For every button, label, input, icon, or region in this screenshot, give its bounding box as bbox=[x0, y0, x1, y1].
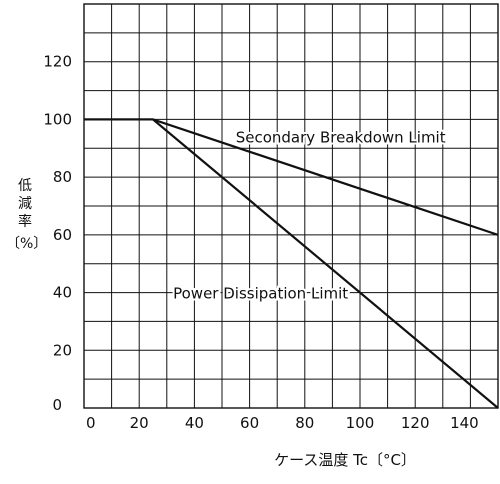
annotation-1: Secondary Breakdown Limit bbox=[236, 129, 446, 147]
x-axis-label: ケース温度 Tc〔°C〕 bbox=[274, 451, 416, 469]
x-tick-label: 140 bbox=[450, 414, 479, 432]
x-tick-label: 0 bbox=[86, 414, 96, 432]
y-axis-label-char-1: 低 bbox=[18, 178, 32, 194]
y-tick-label: 20 bbox=[53, 341, 72, 359]
series-line-2 bbox=[84, 118, 499, 409]
y-tick-label: 60 bbox=[53, 226, 72, 244]
y-tick-label: 100 bbox=[43, 110, 72, 128]
series-lines bbox=[84, 118, 499, 409]
y-axis-label-unit: 〔%〕 bbox=[6, 236, 47, 252]
annotations: Secondary Breakdown Limit Power Dissipati… bbox=[171, 127, 448, 305]
y-tick-label: 120 bbox=[43, 53, 72, 71]
y-tick-label: 0 bbox=[52, 396, 62, 414]
y-tick-label: 40 bbox=[53, 284, 72, 302]
grid-lines bbox=[83, 3, 499, 409]
annotation-2: Power Dissipation Limit bbox=[173, 284, 348, 302]
x-tick-label: 120 bbox=[401, 414, 430, 432]
x-tick-label: 80 bbox=[295, 414, 314, 432]
x-tick-label: 40 bbox=[185, 414, 204, 432]
x-tick-label: 100 bbox=[346, 414, 375, 432]
x-tick-label: 20 bbox=[130, 414, 149, 432]
y-axis-label-char-2: 減 bbox=[18, 195, 32, 212]
y-axis-label-char-3: 率 bbox=[18, 213, 32, 230]
x-tick-label: 60 bbox=[240, 414, 259, 432]
y-tick-label: 80 bbox=[53, 168, 72, 186]
tick-labels: 0 20 40 60 80 100 120 140 0 20 40 60 80 100 120 bbox=[43, 53, 478, 432]
